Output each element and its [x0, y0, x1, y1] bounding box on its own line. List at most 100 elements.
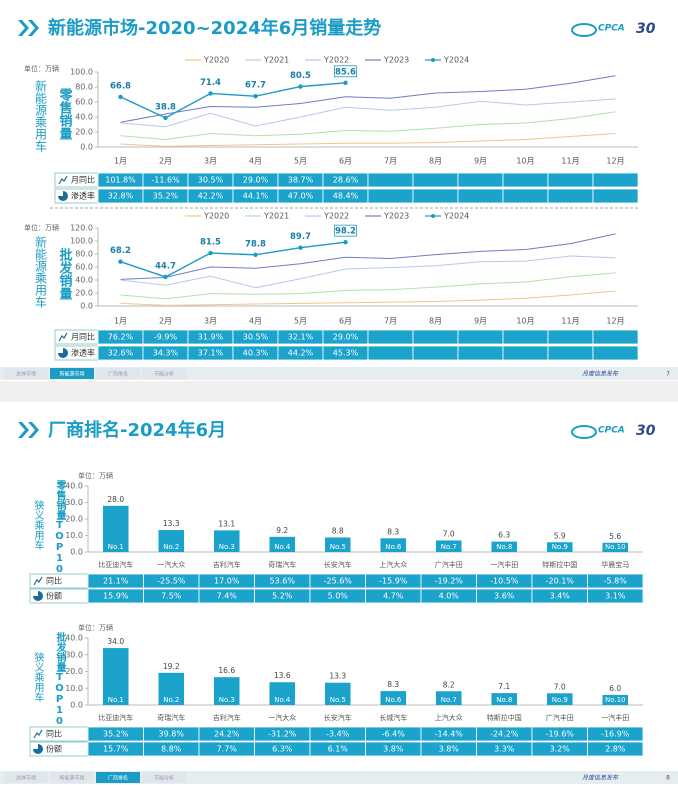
bar	[380, 538, 407, 552]
table-value: -16.9%	[601, 730, 630, 739]
table-value: -11.6%	[151, 176, 180, 185]
table-cell	[367, 345, 414, 361]
row-icon	[33, 576, 43, 586]
table-cell	[592, 172, 639, 188]
bar	[269, 536, 296, 552]
marker	[208, 91, 213, 96]
table-cell	[587, 573, 644, 589]
table-value: 76.2%	[108, 333, 134, 342]
legend-label: Y2021	[263, 56, 289, 65]
table-cell	[457, 329, 504, 345]
table-value: -15.9%	[379, 577, 408, 586]
data-label: 8.3	[387, 527, 399, 536]
table-cell	[587, 588, 644, 604]
table-value: -5.8%	[604, 577, 628, 586]
data-label: 67.7	[245, 81, 266, 91]
x-tick-label: 长安汽车	[324, 560, 352, 569]
table-value: 3.6%	[494, 592, 515, 601]
table-value: 35.2%	[153, 192, 179, 201]
bar	[269, 682, 296, 705]
bar	[158, 530, 185, 552]
table-cell	[367, 188, 414, 204]
table-cell	[547, 329, 594, 345]
title-icon	[18, 422, 29, 438]
x-tick-label: 一汽丰田	[601, 713, 629, 722]
footer-tab	[50, 368, 94, 379]
data-label: 9.2	[276, 526, 288, 535]
y-tick-label: 40.0	[65, 482, 83, 491]
table-value: 47.0%	[288, 192, 314, 201]
x-tick-label: 6月	[339, 317, 352, 326]
y-tick-label: 120.0	[70, 224, 93, 233]
table-value: 7.7%	[217, 745, 238, 754]
data-label: 85.6	[335, 67, 356, 77]
x-tick-label: 3月	[204, 317, 217, 326]
x-tick-label: 比亚迪汽车	[98, 560, 133, 569]
table-value: 30.5%	[198, 176, 224, 185]
table-value: 31.9%	[198, 333, 224, 342]
legend-label: Y2022	[323, 212, 349, 221]
row-label: 月同比	[71, 175, 95, 185]
legend-label: Y2024	[443, 212, 469, 221]
table-value: 3.8%	[383, 745, 404, 754]
data-label: 80.5	[290, 71, 311, 81]
data-label: 5.9	[554, 531, 566, 540]
bar	[602, 542, 629, 552]
series-line	[120, 98, 616, 128]
table-value: 3.3%	[494, 745, 515, 754]
row-icon	[33, 729, 43, 739]
marker	[163, 274, 168, 280]
data-label: 71.4	[200, 78, 221, 88]
marker	[253, 252, 258, 257]
logo-icon	[571, 23, 597, 37]
x-tick-label: 11月	[561, 317, 579, 326]
marker	[118, 94, 123, 100]
table-value: 44.1%	[243, 192, 269, 201]
table-cell	[587, 741, 644, 757]
x-tick-label: 吉利汽车	[213, 713, 241, 722]
table-value: 37.1%	[198, 349, 224, 358]
side-label: 新能源乘用车	[34, 79, 48, 153]
y-tick-label: 60.0	[75, 98, 93, 107]
marker	[163, 115, 168, 121]
table-value: -10.5%	[490, 577, 519, 586]
bar	[546, 542, 573, 552]
metric-label: 批发销量TOP10	[54, 631, 67, 727]
series-line	[120, 233, 616, 280]
footer-tab	[96, 368, 140, 379]
x-tick-label: 2月	[159, 317, 172, 326]
table-value: 21.1%	[103, 577, 129, 586]
table-value: 32.6%	[108, 349, 134, 358]
table-value: -24.2%	[490, 730, 519, 739]
table-cell	[502, 329, 549, 345]
table-value: 28.6%	[333, 176, 359, 185]
rank-label: No.1	[108, 696, 124, 704]
y-tick-label: 40.0	[65, 634, 83, 643]
table-value: -20.1%	[546, 577, 575, 586]
label-box	[334, 65, 357, 78]
row-icon	[33, 591, 43, 601]
table-value: 35.2%	[103, 730, 129, 739]
rank-label: No.9	[552, 696, 568, 704]
table-value: 34.3%	[153, 349, 179, 358]
data-label: 98.2	[335, 227, 356, 237]
slide-title: 新能源市场-2020~2024年6月销量走势	[48, 17, 381, 39]
metric-label: 零售销量	[57, 88, 74, 141]
rank-label: No.5	[330, 543, 346, 551]
y-tick-label: 30.0	[65, 650, 83, 659]
rank-label: No.1	[108, 543, 124, 551]
footer-tab	[142, 368, 186, 379]
bar	[213, 530, 240, 552]
data-label: 38.8	[155, 102, 176, 112]
table-cell	[457, 188, 504, 204]
x-tick-label: 7月	[384, 317, 397, 326]
x-tick-label: 12月	[606, 157, 624, 166]
y-tick-label: 10.0	[65, 531, 83, 540]
side-label: 狭义乘用车	[32, 651, 44, 703]
footer-note: 月度信息发布	[582, 774, 619, 782]
rank-label: No.6	[385, 543, 402, 551]
x-tick-label: 长安汽车	[324, 713, 352, 722]
data-label: 66.8	[110, 81, 131, 91]
table-cell	[587, 726, 644, 742]
